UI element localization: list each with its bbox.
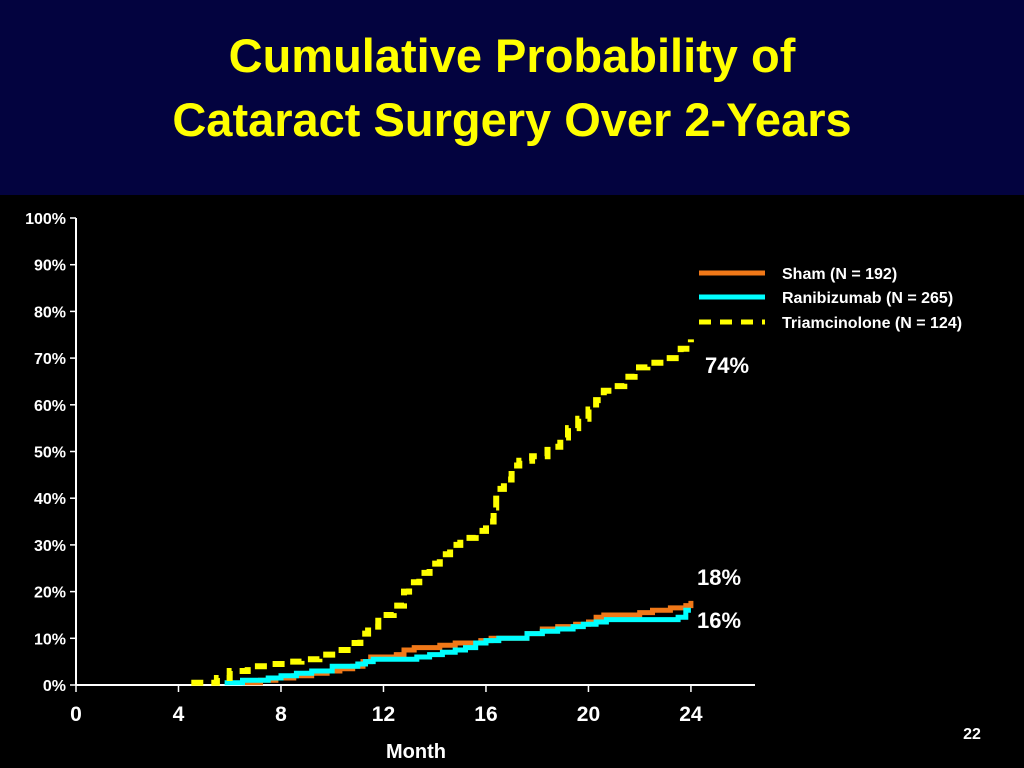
legend-label-triamcinolone: Triamcinolone (N = 124) [782, 315, 962, 332]
series-line-triamcinolone [191, 339, 694, 686]
x-tick-label: 8 [275, 703, 287, 726]
legend-label-sham: Sham (N = 192) [782, 266, 897, 283]
y-tick-label: 80% [34, 304, 66, 321]
y-tick-label: 20% [34, 585, 66, 602]
y-tick-label: 30% [34, 538, 66, 555]
end-value-label: 74% [705, 353, 749, 378]
y-tick-label: 50% [34, 445, 66, 462]
x-tick-label: 24 [679, 703, 703, 726]
y-tick-label: 10% [34, 631, 66, 648]
end-value-label: 16% [697, 608, 741, 633]
x-tick-label: 0 [70, 703, 82, 726]
y-tick-label: 100% [25, 211, 66, 228]
end-value-label: 18% [697, 565, 741, 590]
page-number: 22 [963, 726, 981, 743]
series-lines [191, 339, 694, 686]
y-axis: 0% 10% 20% 30% 40% 50% 60% 70% 80% 90% 100% [25, 211, 77, 695]
x-tick-label: 4 [173, 703, 185, 726]
legend: Sham (N = 192) Ranibizumab (N = 265) Triam… [699, 266, 962, 332]
x-axis-title: Month [386, 741, 446, 763]
legend-label-ranibizumab: Ranibizumab (N = 265) [782, 290, 953, 307]
slide-title-line-2: Cataract Surgery Over 2-Years [172, 93, 852, 146]
slide-title-line-1: Cumulative Probability of [228, 29, 796, 82]
end-labels: 74% 18% 16% [697, 353, 749, 633]
y-tick-label: 40% [34, 491, 66, 508]
series-line-ranibizumab [224, 607, 691, 686]
x-tick-label: 12 [372, 703, 395, 726]
x-tick-label: 16 [474, 703, 497, 726]
title-band [0, 0, 1024, 195]
y-tick-label: 90% [34, 258, 66, 275]
x-axis: 0 4 8 12 16 20 24 [70, 684, 755, 726]
y-tick-label: 70% [34, 351, 66, 368]
y-tick-label: 60% [34, 398, 66, 415]
y-tick-label: 0% [43, 678, 66, 695]
x-tick-label: 20 [577, 703, 600, 726]
